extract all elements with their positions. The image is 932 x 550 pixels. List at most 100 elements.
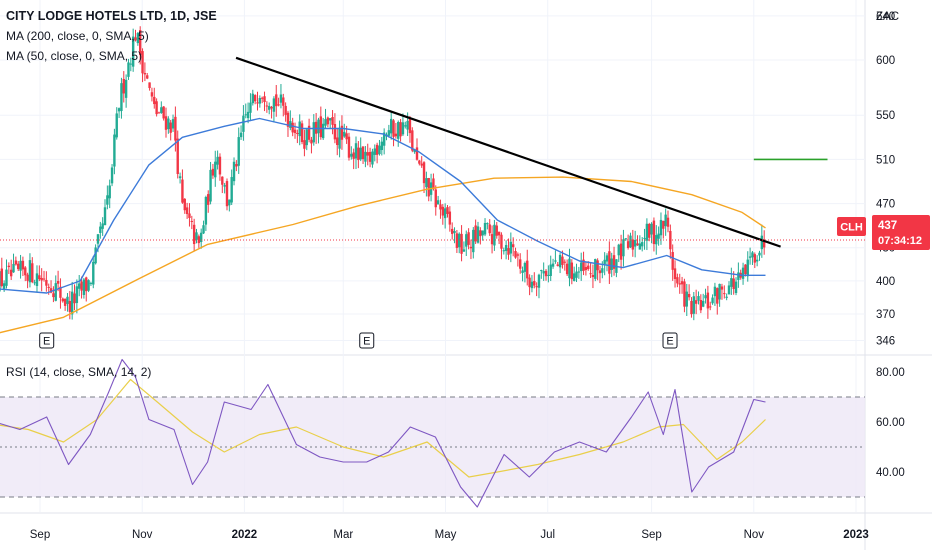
candle-body xyxy=(352,152,355,159)
candle-body xyxy=(601,268,604,273)
candle-body xyxy=(357,147,360,161)
ma200-legend[interactable]: MA (200, close, 0, SMA, 5) xyxy=(6,29,149,43)
trendline[interactable] xyxy=(235,56,781,248)
candle-body xyxy=(516,254,520,256)
candle-body xyxy=(652,220,656,245)
candle-body xyxy=(253,95,257,102)
candle-body xyxy=(408,118,412,134)
candle-body xyxy=(617,244,620,256)
candle-body xyxy=(103,207,107,226)
candle-body xyxy=(619,243,623,260)
candle-body xyxy=(148,82,151,89)
candle-body xyxy=(699,300,703,311)
candle-body xyxy=(563,261,566,263)
candle-body xyxy=(587,265,590,270)
candle-body xyxy=(589,273,592,275)
rsi-legend[interactable]: RSI (14, close, SMA, 14, 2) xyxy=(6,365,152,379)
candle-body xyxy=(45,279,48,286)
earnings-marker[interactable] xyxy=(662,332,678,349)
candle-body xyxy=(340,125,344,140)
candle-body xyxy=(136,33,140,44)
candle-body xyxy=(535,286,538,288)
candle-body xyxy=(594,258,597,279)
chart-title[interactable]: CITY LODGE HOTELS LTD, 1D, JSE xyxy=(6,9,217,23)
candle-body xyxy=(195,232,198,240)
candle-body xyxy=(127,62,130,77)
candle-body xyxy=(38,275,41,280)
candle-body xyxy=(490,234,494,245)
candle-body xyxy=(584,267,588,271)
candle-body xyxy=(572,273,576,281)
rsi-axis-label: 60.00 xyxy=(876,417,905,429)
candle-body xyxy=(31,263,34,283)
candle-body xyxy=(162,106,165,119)
candle-body xyxy=(298,121,301,137)
candle-body xyxy=(427,177,430,197)
candle-body xyxy=(488,224,491,234)
ma50-legend[interactable]: MA (50, close, 0, SMA, 5) xyxy=(6,49,143,63)
candle-body xyxy=(507,248,510,255)
candle-body xyxy=(622,239,625,257)
candle-body xyxy=(397,121,400,139)
candle-body xyxy=(99,226,102,233)
candle-body xyxy=(221,176,224,185)
candle-body xyxy=(476,226,480,243)
earnings-marker[interactable] xyxy=(359,332,375,349)
candle-body xyxy=(361,146,365,160)
candle-body xyxy=(40,277,43,281)
candle-body xyxy=(117,108,121,112)
candle-body xyxy=(296,132,299,134)
candle-body xyxy=(336,137,339,146)
candle-body xyxy=(207,194,210,205)
candle-body xyxy=(406,120,409,130)
earnings-marker-label: E xyxy=(43,336,50,348)
price-axis-label: 510 xyxy=(876,154,895,166)
candle-body xyxy=(78,283,81,289)
symbol-badge[interactable] xyxy=(837,217,866,236)
candle-body xyxy=(493,224,496,246)
candle-body xyxy=(706,292,710,309)
price-badge[interactable] xyxy=(872,215,930,250)
candle-body xyxy=(568,258,571,279)
candle-body xyxy=(326,117,330,125)
candle-body xyxy=(169,122,172,133)
candle-body xyxy=(17,263,20,270)
candle-body xyxy=(697,296,700,301)
candle-body xyxy=(66,296,69,304)
candle-body xyxy=(96,234,100,244)
candle-body xyxy=(120,83,123,111)
candle-body xyxy=(638,243,642,250)
candle-body xyxy=(662,220,665,229)
candle-body xyxy=(260,97,264,99)
candle-body xyxy=(108,185,111,199)
candle-body xyxy=(122,79,125,94)
candle-body xyxy=(669,230,672,250)
rsi-axis-label: 40.00 xyxy=(876,467,905,479)
candle-body xyxy=(610,258,613,270)
candle-body xyxy=(479,230,482,237)
candle-body xyxy=(19,260,22,271)
candle-body xyxy=(709,306,712,308)
candle-body xyxy=(453,230,456,233)
candle-body xyxy=(561,256,564,265)
candle-body xyxy=(462,249,466,252)
candle-body xyxy=(544,270,548,277)
candle-body xyxy=(758,252,761,256)
candle-body xyxy=(12,263,15,273)
candle-body xyxy=(547,274,550,276)
candle-body xyxy=(676,277,679,284)
candle-body xyxy=(741,267,745,279)
candle-body xyxy=(279,94,283,103)
candle-body xyxy=(124,79,128,98)
candle-body xyxy=(404,125,407,127)
candle-body xyxy=(716,288,719,304)
candle-body xyxy=(73,293,76,304)
candle-body xyxy=(389,118,393,134)
candle-body xyxy=(643,237,646,239)
candle-body xyxy=(153,96,156,105)
candle-body xyxy=(359,147,362,160)
price-axis-label: 640 xyxy=(876,11,895,23)
earnings-marker[interactable] xyxy=(39,332,55,349)
candle-body xyxy=(497,231,501,236)
